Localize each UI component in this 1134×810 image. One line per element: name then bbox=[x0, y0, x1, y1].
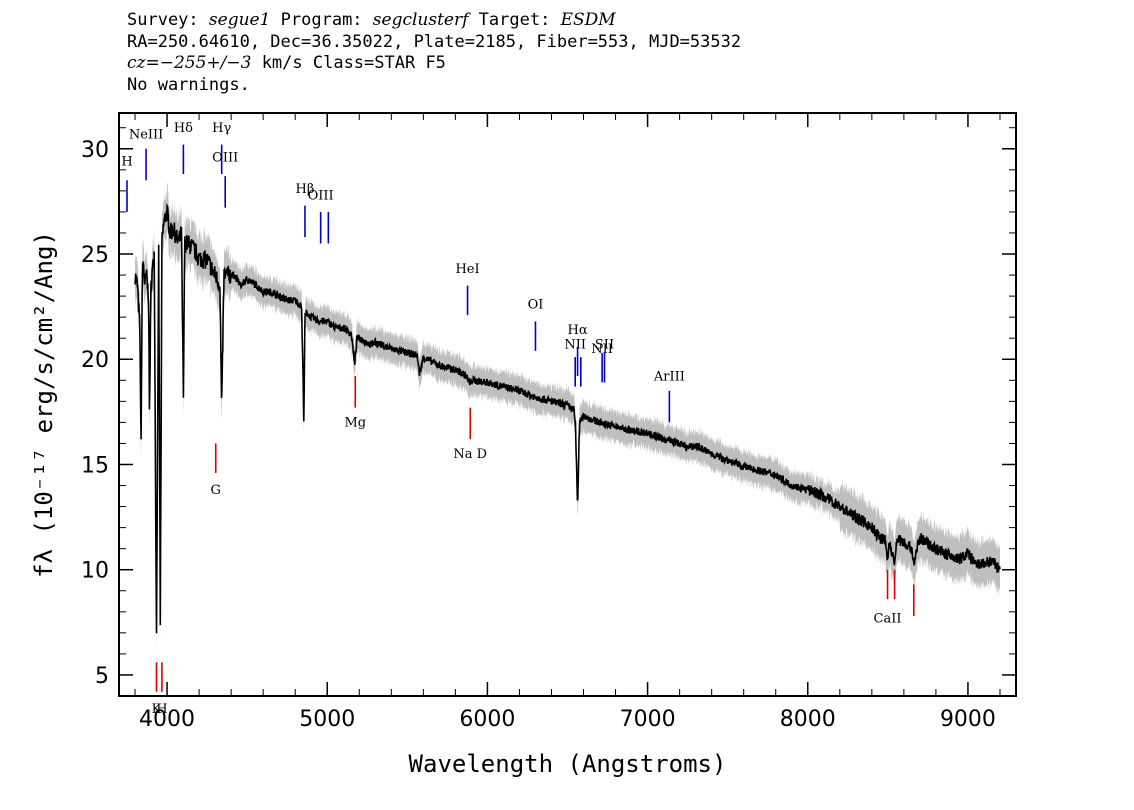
spectral-line-label: NII bbox=[591, 342, 613, 357]
spectral-line-label: CaII bbox=[874, 611, 902, 626]
y-axis-title: fλ (10⁻¹⁷ erg/s/cm²/Ang) bbox=[30, 231, 58, 578]
spectral-line-label: Mg bbox=[344, 416, 366, 431]
x-tick-label: 4000 bbox=[139, 707, 195, 732]
error-band bbox=[135, 181, 1000, 655]
y-tick-label: 5 bbox=[95, 664, 109, 689]
header-line-redshift: cz=−255+/−3 km/s Class=STAR F5 bbox=[127, 53, 741, 75]
spectral-line-label: H bbox=[121, 155, 132, 170]
header-line-warnings: No warnings. bbox=[127, 74, 250, 95]
target-label: Target: bbox=[478, 10, 551, 30]
spectral-line-label: OI bbox=[528, 298, 544, 313]
spectral-line-label: NII bbox=[564, 338, 586, 353]
program-label: Program: bbox=[280, 10, 363, 30]
x-axis-title: Wavelength (Angstroms) bbox=[409, 750, 727, 778]
spectral-line-label: H bbox=[156, 702, 167, 717]
spectral-line-label: Na D bbox=[453, 447, 487, 462]
x-tick-label: 5000 bbox=[299, 707, 355, 732]
survey-label: Survey: bbox=[127, 10, 199, 30]
spectral-line-label: HeI bbox=[455, 262, 479, 277]
cz-value: cz=−255+/−3 bbox=[127, 53, 252, 73]
x-tick-label: 8000 bbox=[780, 707, 836, 732]
header-line-survey: Survey: segue1 Program: segclusterf Targ… bbox=[127, 10, 741, 32]
x-tick-label: 6000 bbox=[459, 707, 515, 732]
spectral-line-label: K bbox=[152, 702, 162, 717]
class-text: km/s Class=STAR F5 bbox=[251, 53, 446, 73]
spectral-line-label: OIII bbox=[212, 150, 238, 165]
spectral-line-label: Hα bbox=[568, 323, 588, 338]
axis-ticks: 4000 5000 6000 7000 8000 9000 5 10 15 20 25 30 bbox=[81, 113, 1016, 732]
spectral-line-label: OIII bbox=[308, 188, 334, 203]
spectral-line-label: Hβ bbox=[296, 182, 315, 197]
spectral-line-label: G bbox=[211, 483, 221, 498]
flux-error-band bbox=[135, 181, 1000, 655]
plot-frame bbox=[118, 112, 1017, 697]
program-value: segclusterf bbox=[372, 10, 469, 30]
x-tick-label: 7000 bbox=[620, 707, 676, 732]
x-tick-label: 9000 bbox=[940, 707, 996, 732]
survey-value: segue1 bbox=[208, 10, 271, 30]
spectral-line-label: SII bbox=[595, 338, 614, 353]
spectral-line-label: Hγ bbox=[212, 121, 231, 136]
y-tick-label: 20 bbox=[81, 348, 109, 373]
spectral-line-label: NeIII bbox=[129, 127, 163, 142]
y-tick-label: 10 bbox=[81, 559, 109, 584]
y-tick-label: 15 bbox=[81, 453, 109, 478]
flux-line bbox=[134, 203, 1001, 634]
spectral-line-label: Hδ bbox=[174, 121, 193, 136]
spectrum-series bbox=[134, 203, 1001, 634]
y-tick-label: 25 bbox=[81, 243, 109, 268]
spectrum-header: Survey: segue1 Program: segclusterf Targ… bbox=[127, 10, 741, 96]
target-value: ESDM bbox=[560, 10, 616, 30]
y-tick-label: 30 bbox=[81, 138, 109, 163]
header-line-coords: RA=250.64610, Dec=36.35022, Plate=2185, … bbox=[127, 31, 742, 52]
spectral-line-label: ArIII bbox=[653, 369, 685, 384]
